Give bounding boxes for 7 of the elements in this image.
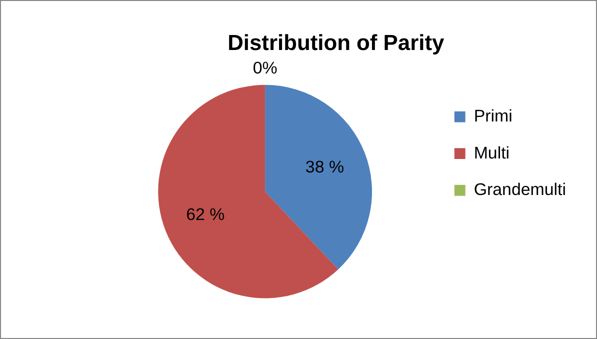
legend-label: Grandemulti bbox=[474, 180, 566, 200]
legend-label: Primi bbox=[474, 106, 512, 126]
legend-label: Multi bbox=[474, 143, 510, 162]
text: 0% bbox=[252, 58, 278, 78]
data-label: 38 % bbox=[305, 158, 344, 177]
chart-title: Distribution of Parity bbox=[228, 30, 446, 55]
data-label: 62 % bbox=[186, 204, 225, 224]
